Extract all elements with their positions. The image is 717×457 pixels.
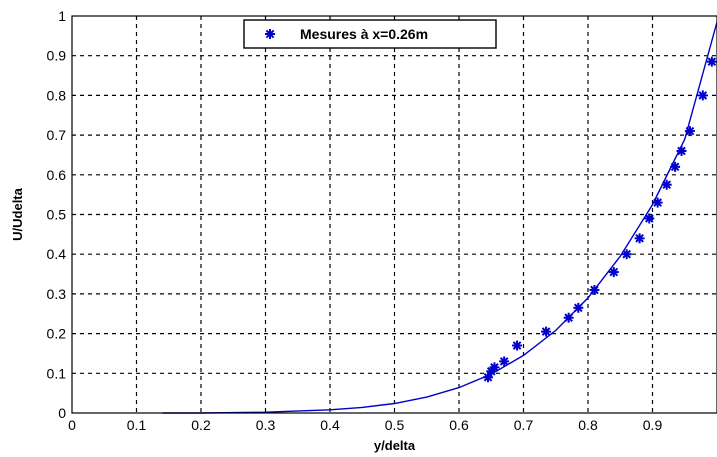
- y-tick-label: 1: [58, 8, 66, 24]
- legend-marker-asterisk: [265, 29, 275, 39]
- legend-box: [243, 19, 497, 49]
- x-tick-label: 0.2: [191, 417, 211, 433]
- x-axis-label: y/delta: [374, 438, 416, 453]
- legend: Mesures à x=0.26m: [243, 19, 497, 49]
- x-tick-label: 0.8: [578, 417, 598, 433]
- x-tick-label: 0.9: [643, 417, 663, 433]
- y-tick-label: 0.8: [47, 87, 67, 103]
- data-point: [563, 312, 574, 323]
- model-curve-layer: [162, 21, 717, 414]
- measurement-points-layer: [483, 56, 717, 383]
- tick-labels: 0 0.1 0.2 0.3 0.4 0.5 0.6 0.7 0.8 0.9 0 0.1 0.2 0.3 0.…: [47, 8, 663, 433]
- data-point: [512, 340, 523, 351]
- y-tick-label: 0.9: [47, 48, 67, 64]
- x-tick-label: 0: [68, 417, 76, 433]
- data-point: [670, 161, 681, 172]
- y-tick-label: 0: [58, 405, 66, 421]
- data-point: [684, 126, 695, 137]
- y-tick-label: 0.4: [47, 246, 67, 262]
- data-point: [608, 267, 619, 278]
- data-point: [706, 56, 717, 67]
- data-point: [621, 249, 632, 260]
- x-tick-label: 0.1: [127, 417, 147, 433]
- y-tick-label: 0.2: [47, 326, 67, 342]
- x-tick-label: 0.5: [385, 417, 405, 433]
- y-axis-label: U/Udelta: [10, 187, 25, 241]
- y-tick-label: 0.6: [47, 167, 67, 183]
- x-tick-label: 0.6: [449, 417, 469, 433]
- y-tick-label: 0.3: [47, 286, 67, 302]
- legend-asterisk-icon: [265, 29, 275, 39]
- data-point: [634, 233, 645, 244]
- data-point: [489, 362, 500, 373]
- data-point: [676, 145, 687, 156]
- x-tick-label: 0.4: [320, 417, 340, 433]
- data-point: [652, 197, 663, 208]
- data-point: [697, 90, 708, 101]
- data-point: [541, 326, 552, 337]
- y-tick-label: 0.1: [47, 365, 67, 381]
- data-point: [573, 302, 584, 313]
- x-tick-label: 0.7: [514, 417, 534, 433]
- x-tick-label: 0.3: [256, 417, 276, 433]
- data-point: [499, 356, 510, 367]
- model-curve: [162, 21, 717, 414]
- data-point: [589, 284, 600, 295]
- y-tick-label: 0.7: [47, 127, 67, 143]
- data-point: [644, 213, 655, 224]
- data-point: [661, 179, 672, 190]
- y-tick-label: 0.5: [47, 207, 67, 223]
- grid: [72, 16, 717, 413]
- plot-frame: [71, 15, 717, 414]
- legend-entry-label: Mesures à x=0.26m: [300, 26, 428, 42]
